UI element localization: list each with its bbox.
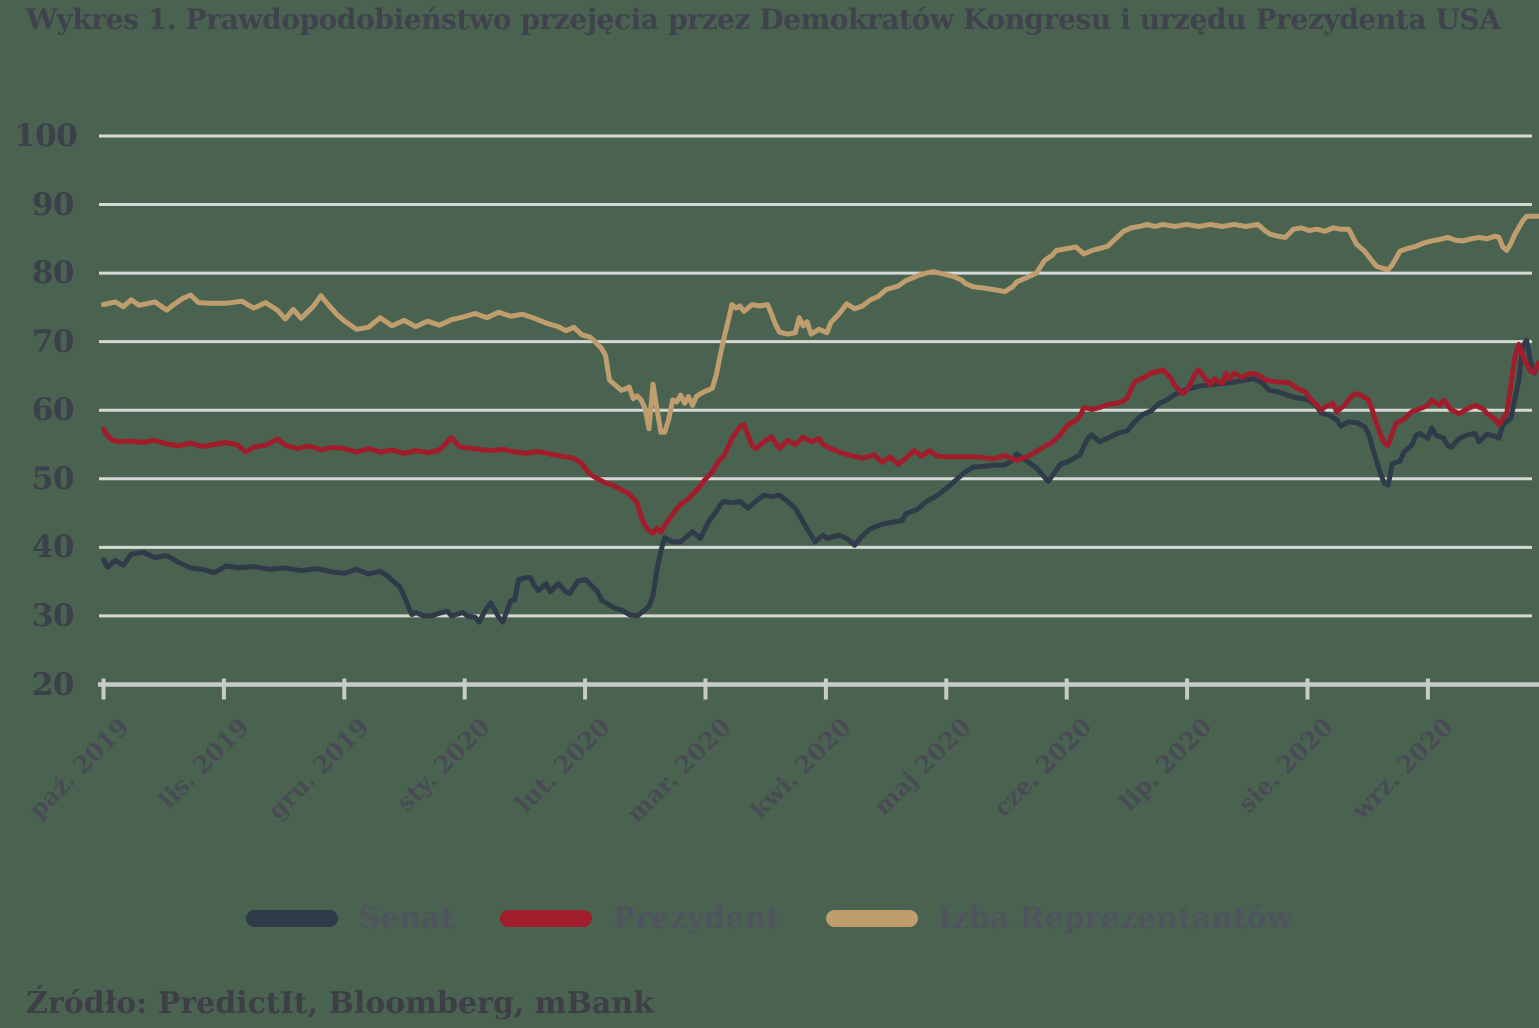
- source-note: Źródło: PredictIt, Bloomberg, mBank: [26, 986, 654, 1021]
- legend: Senat Prezydent Izba Reprezentantów: [0, 901, 1539, 936]
- y-tick-label-80: 80: [31, 255, 75, 292]
- series-line-senat: [101, 337, 1539, 625]
- y-tick-label-70: 70: [31, 323, 75, 360]
- y-tick-label-90: 90: [31, 186, 75, 223]
- legend-item-izba: Izba Reprezentantów: [825, 901, 1293, 936]
- chart-title: Wykres 1. Prawdopodobieństwo przejęcia p…: [26, 3, 1501, 36]
- prezydent-color-swatch-icon: [500, 910, 593, 927]
- senat-color-swatch-icon: [246, 910, 339, 927]
- series-line-prezydent: [101, 341, 1539, 536]
- legend-item-senat: Senat: [246, 901, 454, 936]
- y-tick-label-60: 60: [31, 392, 75, 429]
- y-tick-label-100: 100: [14, 117, 78, 154]
- y-tick-label-30: 30: [31, 597, 75, 634]
- y-tick-label-20: 20: [31, 666, 75, 703]
- legend-label-prezydent: Prezydent: [612, 901, 780, 936]
- legend-item-prezydent: Prezydent: [500, 901, 780, 936]
- y-tick-label-40: 40: [31, 529, 75, 566]
- izba-color-swatch-icon: [825, 910, 918, 927]
- series-line-izba-reprezentant-w: [101, 213, 1539, 435]
- legend-label-senat: Senat: [358, 901, 455, 936]
- y-tick-label-50: 50: [31, 460, 75, 497]
- legend-label-izba: Izba Reprezentantów: [937, 901, 1293, 936]
